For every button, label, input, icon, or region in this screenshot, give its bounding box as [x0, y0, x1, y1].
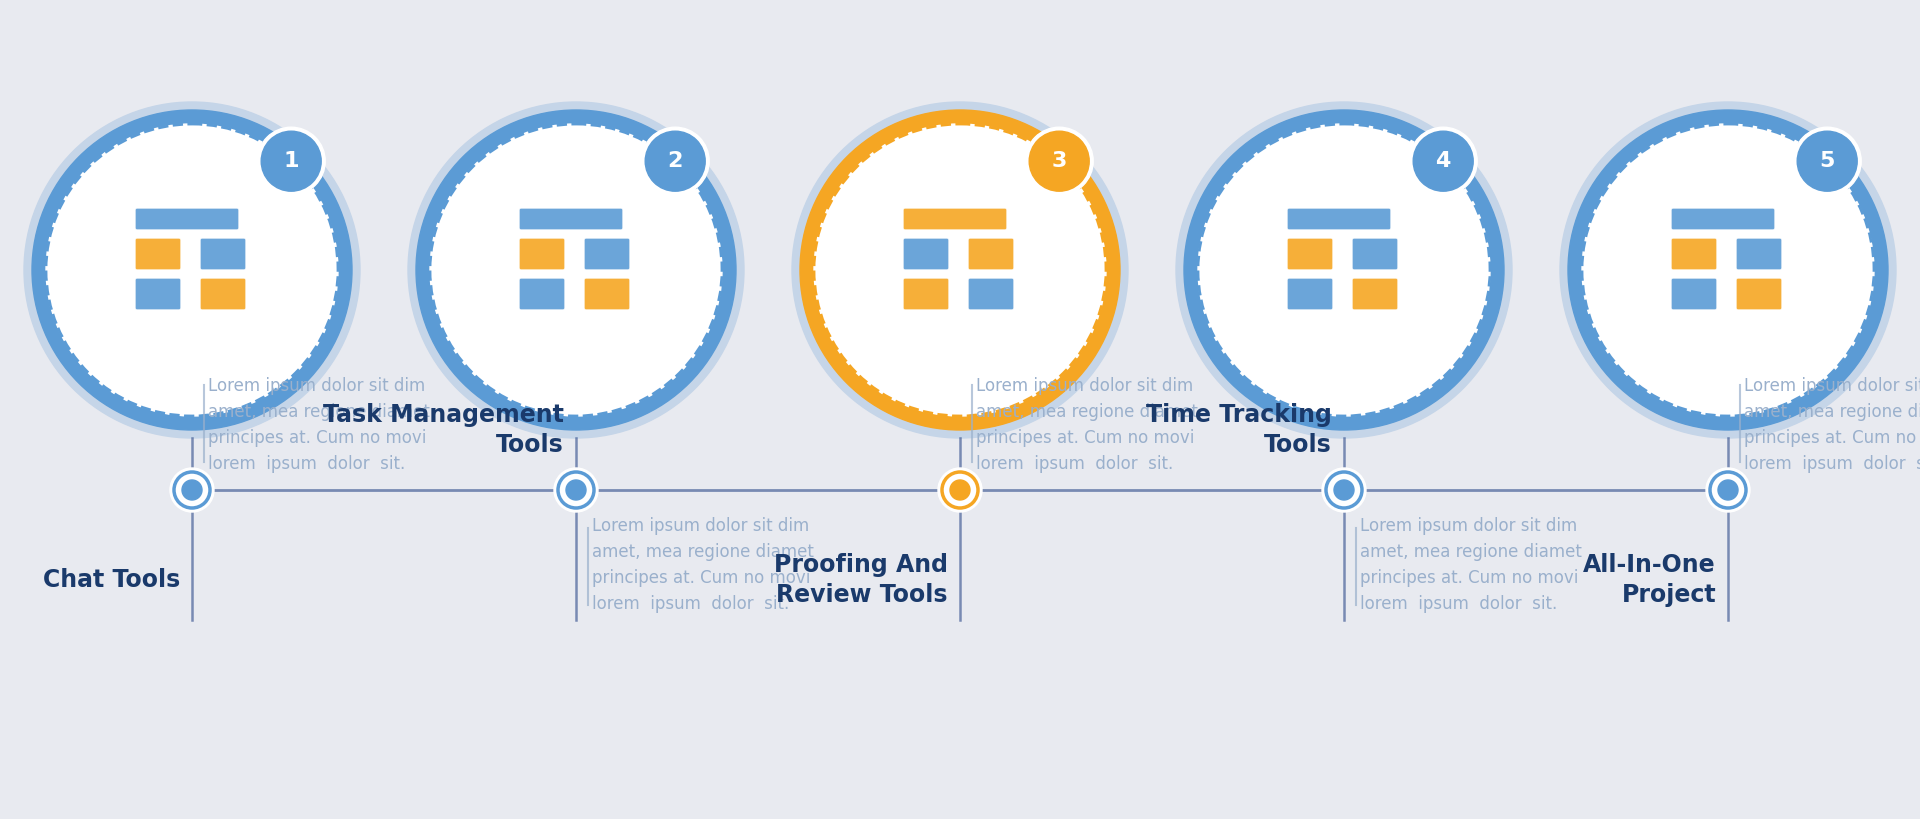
Text: 2: 2	[668, 152, 684, 171]
FancyBboxPatch shape	[968, 278, 1014, 310]
FancyBboxPatch shape	[1670, 238, 1716, 270]
Circle shape	[566, 480, 586, 500]
Text: Lorem ipsum dolor sit dim
amet, mea regione diamet
principes at. Cum no movi
lor: Lorem ipsum dolor sit dim amet, mea regi…	[207, 378, 430, 473]
Text: 4: 4	[1436, 152, 1452, 171]
Text: Lorem ipsum dolor sit dim
amet, mea regione diamet
principes at. Cum no movi
lor: Lorem ipsum dolor sit dim amet, mea regi…	[591, 518, 814, 613]
Circle shape	[182, 480, 202, 500]
FancyBboxPatch shape	[1670, 278, 1716, 310]
Text: Task Management
Tools: Task Management Tools	[323, 403, 564, 457]
Text: Lorem ipsum dolor sit dim
amet, mea regione diamet
principes at. Cum no movi
lor: Lorem ipsum dolor sit dim amet, mea regi…	[975, 378, 1198, 473]
Circle shape	[33, 110, 351, 430]
Circle shape	[559, 472, 593, 508]
Circle shape	[171, 468, 213, 512]
Circle shape	[1569, 110, 1887, 430]
FancyBboxPatch shape	[968, 238, 1014, 270]
FancyBboxPatch shape	[1352, 238, 1398, 270]
Circle shape	[1409, 127, 1476, 195]
Circle shape	[1559, 102, 1895, 438]
FancyBboxPatch shape	[902, 208, 1006, 230]
FancyBboxPatch shape	[584, 238, 630, 270]
FancyBboxPatch shape	[518, 238, 564, 270]
FancyBboxPatch shape	[902, 238, 948, 270]
Text: Time Tracking
Tools: Time Tracking Tools	[1146, 403, 1332, 457]
FancyBboxPatch shape	[1286, 278, 1332, 310]
FancyBboxPatch shape	[1286, 208, 1390, 230]
Circle shape	[814, 124, 1106, 416]
Circle shape	[1212, 138, 1476, 402]
FancyBboxPatch shape	[200, 238, 246, 270]
Circle shape	[1707, 468, 1749, 512]
Circle shape	[1334, 480, 1354, 500]
Circle shape	[1323, 468, 1365, 512]
Circle shape	[1582, 124, 1874, 416]
Text: 5: 5	[1820, 152, 1836, 171]
Circle shape	[257, 127, 324, 195]
Circle shape	[1175, 102, 1513, 438]
Circle shape	[555, 468, 597, 512]
Circle shape	[939, 468, 981, 512]
Circle shape	[943, 472, 977, 508]
Circle shape	[23, 102, 361, 438]
Circle shape	[46, 124, 338, 416]
Circle shape	[430, 124, 722, 416]
Circle shape	[1327, 472, 1361, 508]
Circle shape	[801, 110, 1119, 430]
Circle shape	[791, 102, 1129, 438]
Circle shape	[950, 480, 970, 500]
Text: Chat Tools: Chat Tools	[42, 568, 180, 592]
Circle shape	[1718, 480, 1738, 500]
Circle shape	[1797, 131, 1857, 191]
Circle shape	[1793, 127, 1860, 195]
Circle shape	[1413, 131, 1473, 191]
FancyBboxPatch shape	[518, 208, 622, 230]
FancyBboxPatch shape	[134, 278, 180, 310]
Text: Lorem ipsum dolor sit dim
amet, mea regione diamet
principes at. Cum no movi
lor: Lorem ipsum dolor sit dim amet, mea regi…	[1359, 518, 1582, 613]
Circle shape	[1029, 131, 1089, 191]
Circle shape	[175, 472, 209, 508]
Circle shape	[641, 127, 708, 195]
FancyBboxPatch shape	[1286, 238, 1332, 270]
Circle shape	[1596, 138, 1860, 402]
Text: Proofing And
Review Tools: Proofing And Review Tools	[774, 553, 948, 608]
Circle shape	[417, 110, 735, 430]
FancyBboxPatch shape	[1670, 208, 1774, 230]
Circle shape	[1025, 127, 1092, 195]
FancyBboxPatch shape	[134, 208, 238, 230]
Text: 3: 3	[1052, 152, 1068, 171]
FancyBboxPatch shape	[1352, 278, 1398, 310]
FancyBboxPatch shape	[134, 238, 180, 270]
Text: 1: 1	[284, 152, 300, 171]
Text: Lorem ipsum dolor sit dim
amet, mea regione diamet
principes at. Cum no movi
lor: Lorem ipsum dolor sit dim amet, mea regi…	[1743, 378, 1920, 473]
Text: All-In-One
Project: All-In-One Project	[1584, 553, 1716, 608]
Circle shape	[1198, 124, 1490, 416]
Circle shape	[1711, 472, 1745, 508]
FancyBboxPatch shape	[1736, 238, 1782, 270]
Circle shape	[645, 131, 705, 191]
FancyBboxPatch shape	[200, 278, 246, 310]
FancyBboxPatch shape	[584, 278, 630, 310]
FancyBboxPatch shape	[518, 278, 564, 310]
Circle shape	[60, 138, 324, 402]
Circle shape	[261, 131, 321, 191]
FancyBboxPatch shape	[1736, 278, 1782, 310]
Circle shape	[407, 102, 745, 438]
FancyBboxPatch shape	[902, 278, 948, 310]
Circle shape	[444, 138, 708, 402]
Circle shape	[1185, 110, 1503, 430]
Circle shape	[828, 138, 1092, 402]
